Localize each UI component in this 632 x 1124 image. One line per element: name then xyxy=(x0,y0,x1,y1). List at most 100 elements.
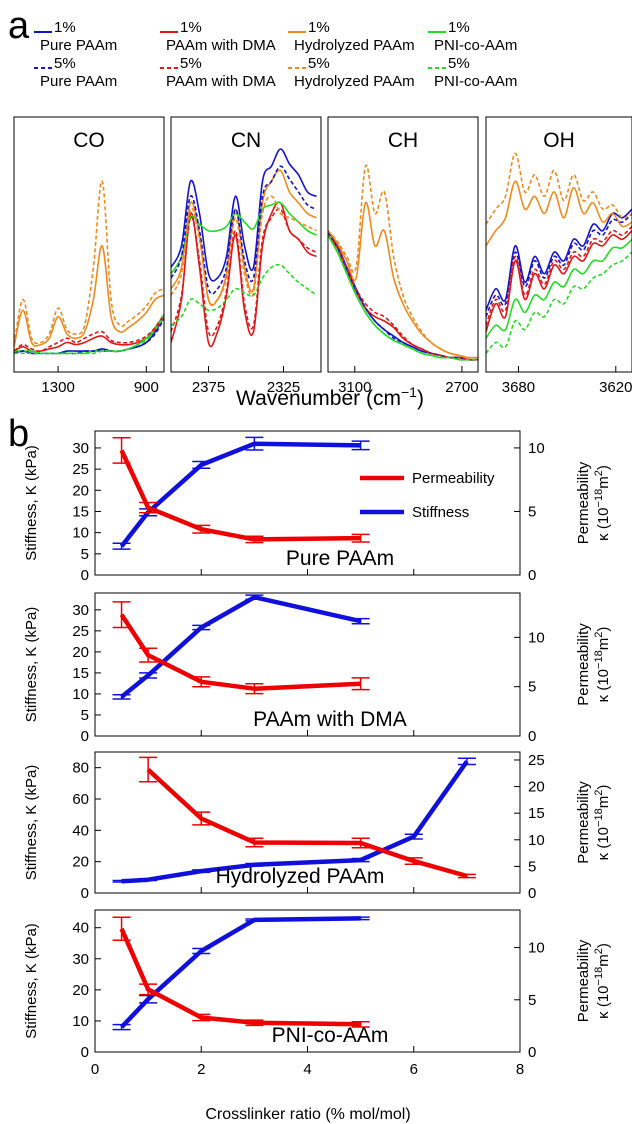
left-axis-tick-label: 30 xyxy=(72,602,89,619)
spectrum-tick-label: 900 xyxy=(134,379,159,396)
right-axis-tick-label: 0 xyxy=(528,567,536,584)
spectra-xlabel-end: ) xyxy=(417,387,424,410)
x-axis-tick-label: 0 xyxy=(91,1061,99,1078)
spectrum-tick-label: 1300 xyxy=(41,379,74,396)
left-axis-tick-label: 60 xyxy=(72,791,89,808)
spectrum-title: CO xyxy=(73,129,105,152)
stiffness-errorbar xyxy=(245,594,264,601)
right-axis-label-part: −18 xyxy=(593,489,605,508)
permeability-errorbar xyxy=(139,756,158,783)
permeability-errorbar xyxy=(351,677,370,691)
mechanical-xlabel: Crosslinker ratio (% mol/mol) xyxy=(205,1106,410,1123)
left-axis-tick-label: 80 xyxy=(72,760,89,777)
permeability-line xyxy=(119,449,361,542)
legend-a-pct: 1% xyxy=(448,19,470,36)
right-axis-label-part: κ (10 xyxy=(595,507,612,540)
spectrum-line-5-hydrolyzed-paam xyxy=(328,164,478,359)
right-axis-label-part: ) xyxy=(595,465,612,470)
right-axis-tick-label: 5 xyxy=(528,503,536,520)
right-axis-label-line2: κ (10−18m2) xyxy=(593,465,612,541)
left-axis-label: Stiffness, K (kPa) xyxy=(23,445,40,561)
stiffness-errorbar xyxy=(245,862,264,867)
panel-label-a: a xyxy=(8,5,30,47)
right-axis-label-line1: Permeability xyxy=(575,461,592,544)
permeability-errorbar xyxy=(192,811,211,826)
spectrum-line-5-hydrolyzed-paam xyxy=(486,152,632,225)
spectra-xlabel: Wavenumber (cm−1) xyxy=(236,384,424,410)
left-axis-tick-label: 20 xyxy=(72,482,89,499)
right-axis-tick-label: 10 xyxy=(528,832,545,849)
spectrum-tick-label: 2700 xyxy=(445,379,478,396)
left-axis-tick-label: 10 xyxy=(72,1013,89,1030)
right-axis-tick-label: 5 xyxy=(528,858,536,875)
left-axis-tick-label: 15 xyxy=(72,503,89,520)
legend-a-pct: 5% xyxy=(448,55,470,72)
left-axis-tick-label: 25 xyxy=(72,461,89,478)
spectrum-title: CH xyxy=(388,129,418,152)
left-axis-tick-label: 20 xyxy=(72,854,89,871)
stiffness-errorbar xyxy=(192,460,211,470)
stiffness-errorbar xyxy=(245,918,264,922)
permeability-line xyxy=(146,767,468,879)
spectrum-line-1-pni-co-aam xyxy=(171,201,317,275)
left-axis-tick-label: 20 xyxy=(72,982,89,999)
right-axis-tick-label: 10 xyxy=(528,440,545,457)
spectrum-line-5-pni-co-aam xyxy=(486,251,632,354)
left-axis-tick-label: 0 xyxy=(81,1044,89,1061)
right-axis-tick-label: 20 xyxy=(528,779,545,796)
legend-a-pct: 1% xyxy=(180,19,202,36)
permeability-line xyxy=(119,613,361,691)
right-axis-tick-label: 0 xyxy=(528,728,536,745)
panel-title: PAAm with DMA xyxy=(253,708,407,731)
stiffness-errorbar xyxy=(139,672,158,679)
spectrum-frame xyxy=(13,116,165,373)
spectrum-frame xyxy=(485,116,632,373)
right-axis-label-part: ) xyxy=(595,785,612,790)
stiffness-errorbar xyxy=(404,833,423,840)
legend-a-pct: 5% xyxy=(54,55,76,72)
left-axis-label: Stiffness, K (kPa) xyxy=(23,607,40,723)
spectrum-line-1-hydrolyzed-paam xyxy=(14,244,164,347)
spectrum-line-5-pni-co-aam xyxy=(171,263,317,326)
permeability-errorbar xyxy=(404,857,423,866)
spectrum-line-5-hydrolyzed-paam xyxy=(14,180,164,345)
left-axis-tick-label: 25 xyxy=(72,623,89,640)
spectrum-line-1-pure-paam xyxy=(171,148,317,282)
spectrum-line-5-paam-with-dma xyxy=(14,314,164,352)
right-axis-label-part: m xyxy=(595,476,612,489)
permeability-errorbar xyxy=(457,873,476,879)
stiffness-errorbar xyxy=(192,947,211,955)
panel-label-b: b xyxy=(8,413,29,455)
legend-a-pct: 1% xyxy=(308,19,330,36)
legend-a-pct: 1% xyxy=(54,19,76,36)
left-axis-tick-label: 20 xyxy=(72,644,89,661)
stiffness-line xyxy=(119,441,361,548)
permeability-errorbar xyxy=(112,601,131,629)
stiffness-errorbar xyxy=(457,757,476,766)
legend-a-name: PNI-co-AAm xyxy=(434,73,517,90)
permeability-errorbar xyxy=(245,682,264,695)
stiffness-errorbar xyxy=(112,1023,131,1031)
right-axis-label-part: m xyxy=(595,954,612,967)
spectrum-tick-label: 2325 xyxy=(267,379,300,396)
left-axis-tick-label: 30 xyxy=(72,440,89,457)
permeability-errorbar xyxy=(245,1019,264,1027)
mechanical-panel-1: 0 5 10 15 20 25 30 0 5 10 Pure PAAm Stiffness, K (k… xyxy=(23,430,612,584)
x-axis-tick-label: 6 xyxy=(410,1061,418,1078)
left-axis-tick-label: 0 xyxy=(81,885,89,902)
right-axis-label-part: −18 xyxy=(593,808,605,827)
spectrum-tick-label: 3620 xyxy=(599,379,632,396)
spectrum-line-5-pni-co-aam xyxy=(328,234,478,361)
permeability-errorbar xyxy=(139,501,158,514)
permeability-errorbar xyxy=(192,1013,211,1022)
right-axis-label-part: ) xyxy=(595,943,612,948)
right-axis-tick-label: 25 xyxy=(528,752,545,769)
spectrum-series-group xyxy=(486,152,632,354)
spectrum-title: OH xyxy=(543,129,575,152)
right-axis-label-line2: κ (10−18m2) xyxy=(593,943,612,1019)
stiffness-errorbar xyxy=(112,542,131,550)
spectrum-tick-label: 3100 xyxy=(338,379,371,396)
left-axis-tick-label: 10 xyxy=(72,686,89,703)
left-axis-tick-label: 15 xyxy=(72,665,89,682)
permeability-errorbar xyxy=(139,983,158,996)
